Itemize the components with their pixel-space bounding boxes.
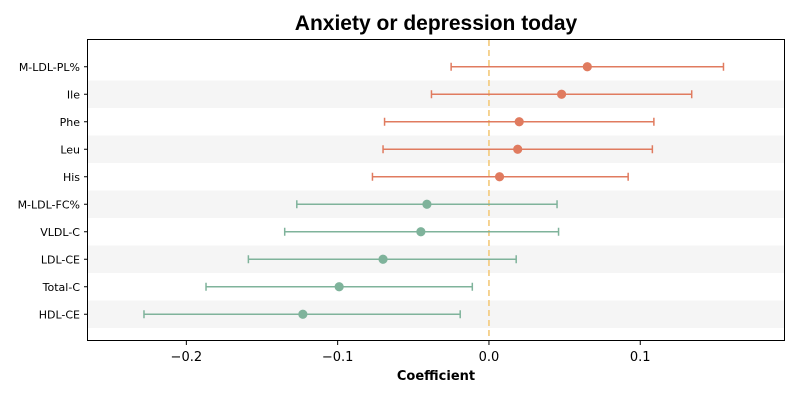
y-tick-label: Ile <box>67 88 80 101</box>
x-tick-label: −0.1 <box>322 350 354 365</box>
plot-frame <box>87 39 785 341</box>
chart-title: Anxiety or depression today <box>295 12 578 35</box>
forest-row-m-ldl-pl- <box>450 62 725 72</box>
point-estimate-marker <box>556 89 567 99</box>
forest-row-ldl-ce <box>247 254 517 264</box>
y-tick-label: M-LDL-PL% <box>19 61 80 74</box>
forest-row-hdl-ce <box>143 309 461 319</box>
forest-row-leu <box>382 144 654 154</box>
y-axis: M-LDL-PL% Ile Phe Leu His M-LDL-FC% VLDL-C LDL-… <box>18 61 88 321</box>
y-tick-label: His <box>63 171 80 184</box>
forest-row-phe <box>383 117 655 127</box>
point-estimate-marker <box>582 62 592 72</box>
y-tick-label: VLDL-C <box>40 226 80 239</box>
forest-row-vldl-c <box>283 227 560 237</box>
point-estimate-marker <box>416 227 426 237</box>
point-estimate-marker <box>513 144 523 154</box>
y-tick-label: HDL-CE <box>39 308 80 321</box>
y-tick-label: LDL-CE <box>41 253 80 266</box>
x-tick-label: 0.1 <box>630 350 651 365</box>
forest-row-m-ldl-fc- <box>296 199 558 209</box>
point-estimate-marker <box>378 254 388 264</box>
point-estimate-marker <box>422 199 432 209</box>
data-marks <box>143 62 725 319</box>
y-tick-label: Phe <box>60 116 81 129</box>
forest-row-his <box>371 172 629 182</box>
x-axis: −0.2 −0.1 0.0 0.1 <box>171 340 651 365</box>
point-estimate-marker <box>514 117 524 127</box>
x-tick-label: −0.2 <box>171 350 203 365</box>
point-estimate-marker <box>494 172 505 182</box>
y-tick-label: Total-C <box>42 281 81 294</box>
x-tick-label: 0.0 <box>479 350 500 365</box>
y-tick-label: M-LDL-FC% <box>18 198 80 211</box>
forest-row-ile <box>430 89 693 99</box>
point-estimate-marker <box>334 282 344 292</box>
forest-row-total-c <box>205 282 474 292</box>
point-estimate-marker <box>298 309 308 319</box>
x-axis-label: Coefficient <box>397 369 475 384</box>
y-tick-label: Leu <box>60 143 80 156</box>
